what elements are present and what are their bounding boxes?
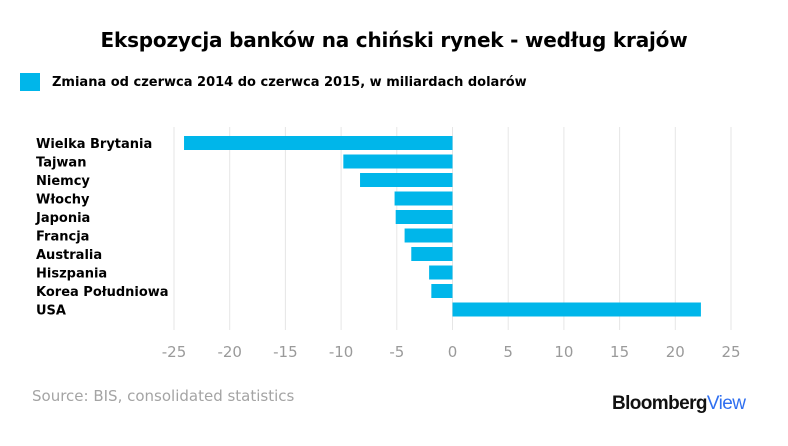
- x-tick-label: -20: [217, 343, 242, 361]
- legend-swatch: [20, 73, 40, 91]
- x-tick-label: 15: [610, 343, 629, 361]
- category-label: Włochy: [36, 193, 90, 208]
- bar: [431, 284, 453, 298]
- brand-suffix: View: [706, 393, 746, 414]
- x-tick-label: 25: [721, 343, 740, 361]
- x-tick-label: -25: [162, 343, 187, 361]
- category-label: Wielka Brytania: [36, 137, 152, 152]
- chart-title: Ekspozycja banków na chiński rynek - wed…: [100, 28, 688, 52]
- bar: [404, 228, 453, 243]
- category-labels: Wielka Brytania Tajwan Niemcy Włochy Japonia…: [35, 137, 169, 319]
- category-label: Hiszpania: [36, 267, 107, 282]
- bar: [394, 191, 453, 206]
- category-label: Japonia: [35, 211, 90, 226]
- x-tick-label: 10: [554, 343, 573, 361]
- legend-label: Zmiana od czerwca 2014 do czerwca 2015, …: [52, 74, 527, 90]
- bar: [429, 265, 453, 280]
- bar: [184, 136, 453, 150]
- x-tick-label: -5: [389, 343, 404, 361]
- category-label: Tajwan: [36, 156, 86, 171]
- x-tick-labels: -25 -20 -15 -10 -5 0 5 10 15 20 25: [162, 343, 741, 361]
- bar: [343, 154, 453, 169]
- bar: [452, 302, 701, 317]
- bar: [411, 247, 453, 261]
- bar: [360, 173, 453, 187]
- x-tick-label: 5: [503, 343, 513, 361]
- source-note: Source: BIS, consolidated statistics: [32, 387, 295, 405]
- grid-lines: [173, 127, 732, 330]
- category-label: Niemcy: [36, 174, 90, 189]
- category-label: Australia: [36, 248, 102, 263]
- bar: [395, 210, 453, 224]
- x-tick-label: 0: [448, 343, 458, 361]
- category-label: Francja: [36, 230, 89, 245]
- x-tick-label: 20: [666, 343, 685, 361]
- category-label: USA: [36, 304, 66, 319]
- category-label: Korea Południowa: [36, 285, 169, 300]
- brand-logo: BloombergView: [612, 393, 746, 415]
- bars: [184, 136, 701, 317]
- brand-name: Bloomberg: [612, 393, 707, 414]
- legend: Zmiana od czerwca 2014 do czerwca 2015, …: [20, 73, 527, 91]
- x-tick-label: -10: [329, 343, 354, 361]
- x-tick-label: -15: [273, 343, 298, 361]
